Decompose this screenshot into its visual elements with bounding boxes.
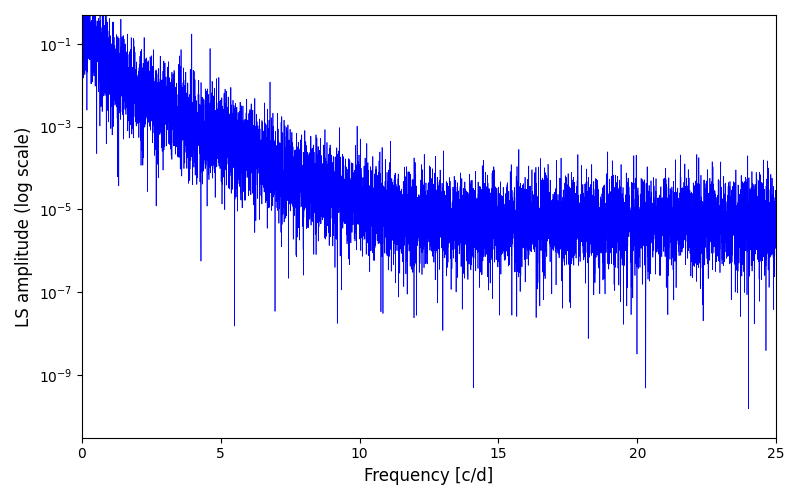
Y-axis label: LS amplitude (log scale): LS amplitude (log scale) bbox=[15, 126, 33, 326]
X-axis label: Frequency [c/d]: Frequency [c/d] bbox=[364, 467, 494, 485]
